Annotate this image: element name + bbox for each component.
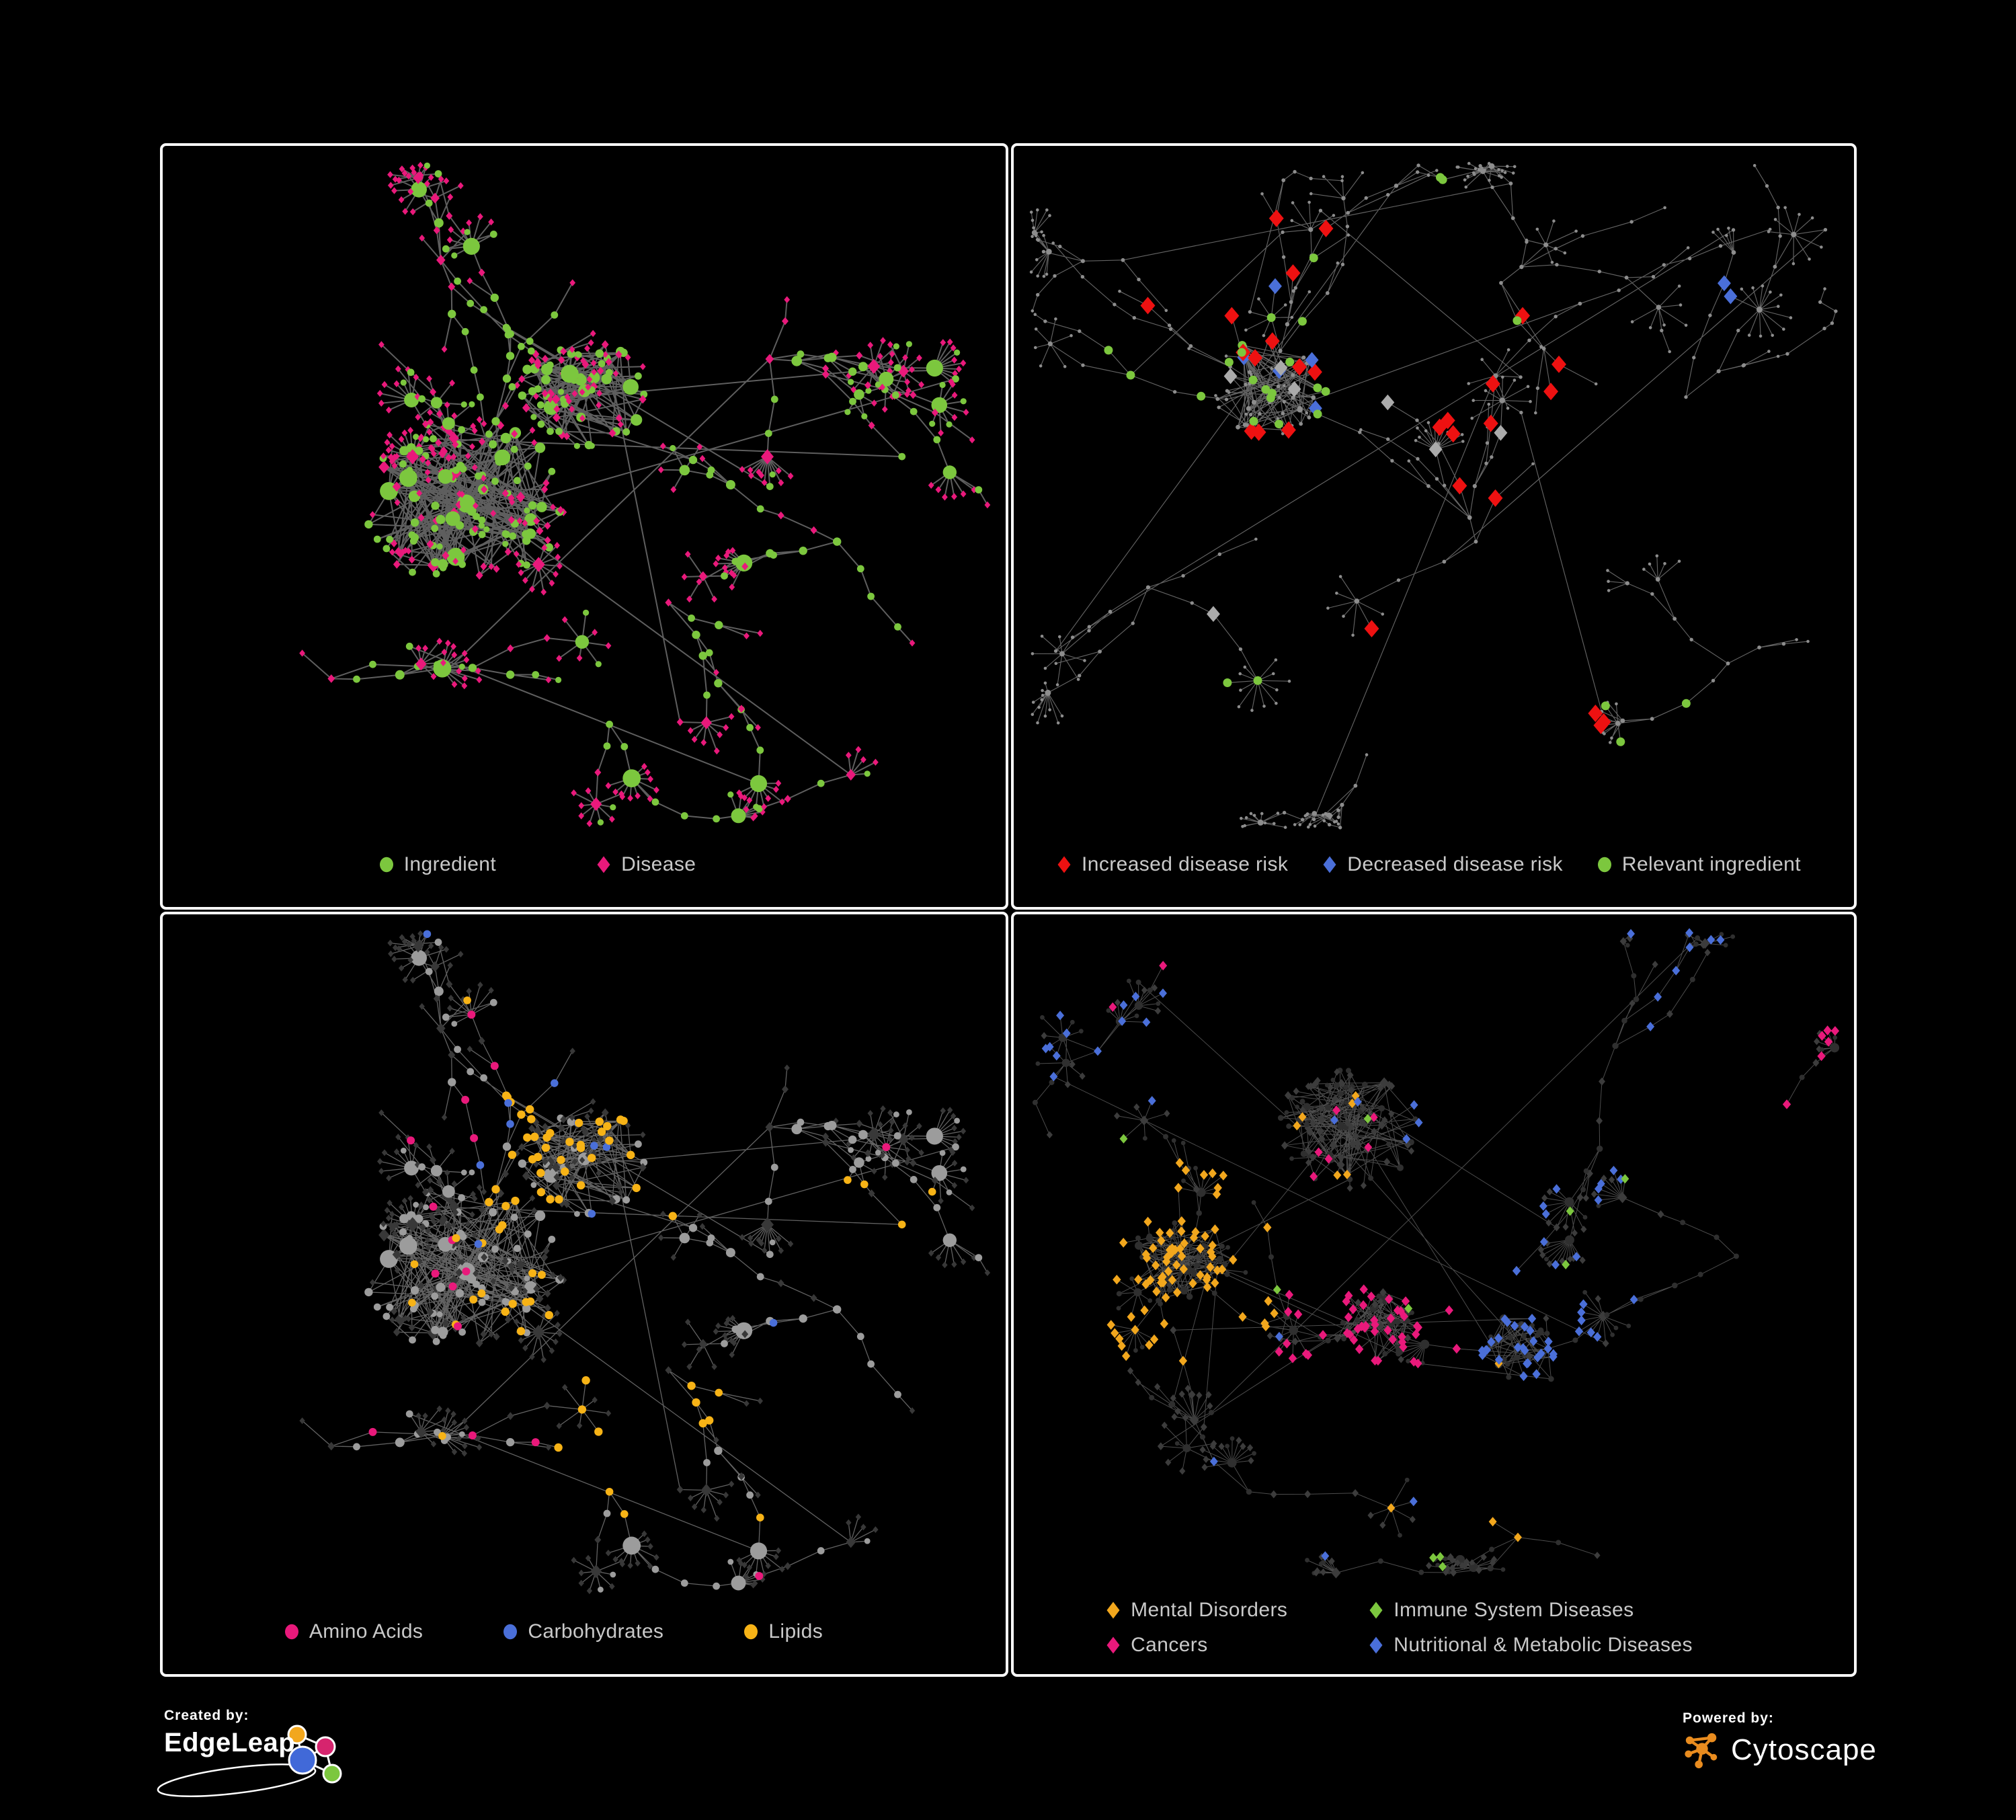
legend-label: Immune System Diseases bbox=[1394, 1599, 1634, 1621]
legend-label: Increased disease risk bbox=[1082, 853, 1289, 875]
legend-label: Nutritional & Metabolic Diseases bbox=[1394, 1634, 1693, 1656]
cytoscape-credit: Powered by: bbox=[1683, 1710, 1898, 1791]
diamond-swatch-icon bbox=[1106, 1636, 1120, 1654]
ingredient-categories-network-graph bbox=[299, 930, 991, 1595]
legend-disease-risk: Increased disease risk Decreased disease… bbox=[1008, 853, 1849, 876]
legend-item-carbohydrates: Carbohydrates bbox=[502, 1620, 663, 1643]
legend-item-decreased-risk: Decreased disease risk bbox=[1322, 853, 1563, 876]
edgeleap-node-green bbox=[322, 1764, 342, 1784]
legend-ingredient-disease: Ingredient Disease bbox=[116, 853, 959, 876]
diamond-swatch-icon bbox=[1106, 1601, 1120, 1619]
legend-ingredient-categories: Amino Acids Carbohydrates Lipids bbox=[132, 1620, 975, 1643]
legend-item-nutritional-metabolic-diseases: Nutritional & Metabolic Diseases bbox=[1368, 1634, 1693, 1657]
diamond-swatch-icon bbox=[1369, 1601, 1383, 1619]
legend-item-relevant-ingredient: Relevant ingredient bbox=[1597, 853, 1801, 876]
edgeleap-swoosh bbox=[157, 1764, 317, 1797]
circle-swatch-icon bbox=[744, 1624, 758, 1640]
diamond-swatch-icon bbox=[1323, 856, 1336, 873]
legend-item-ingredient: Ingredient bbox=[378, 853, 496, 876]
ingredient-disease-network-graph bbox=[299, 161, 991, 828]
cytoscape-logo-icon bbox=[1685, 1733, 1718, 1769]
edgeleap-logo-icon bbox=[157, 1725, 342, 1797]
legend-label: Amino Acids bbox=[309, 1620, 424, 1643]
disease-risk-network-graph bbox=[1029, 161, 1838, 830]
legend-item-immune-system-diseases: Immune System Diseases bbox=[1368, 1599, 1634, 1622]
legend-label: Lipids bbox=[768, 1620, 823, 1643]
legend-label: Disease bbox=[621, 853, 696, 875]
legend-label: Decreased disease risk bbox=[1347, 853, 1563, 875]
panel-disease-risk-network: Increased disease risk Decreased disease… bbox=[1011, 143, 1857, 910]
legend-label: Mental Disorders bbox=[1131, 1599, 1288, 1621]
legend-label: Ingredient bbox=[403, 853, 497, 875]
legend-item-mental-disorders: Mental Disorders bbox=[1105, 1599, 1287, 1622]
powered-by-label: Powered by: bbox=[1683, 1710, 1774, 1726]
diamond-swatch-icon bbox=[1369, 1636, 1383, 1654]
panel-ingredient-categories-network: Amino Acids Carbohydrates Lipids bbox=[160, 912, 1008, 1677]
legend-item-amino-acids: Amino Acids bbox=[284, 1620, 423, 1643]
panel-ingredient-disease-network: Ingredient Disease bbox=[160, 143, 1008, 910]
circle-swatch-icon bbox=[503, 1624, 518, 1640]
legend-label: Cancers bbox=[1131, 1634, 1208, 1656]
cytoscape-icon-nodes bbox=[1685, 1733, 1718, 1769]
panel-disease-categories-network: Mental Disorders Immune System Diseases … bbox=[1011, 912, 1857, 1677]
legend-item-cancers: Cancers bbox=[1105, 1634, 1208, 1657]
legend-label: Relevant ingredient bbox=[1621, 853, 1801, 875]
edgeleap-node-orange bbox=[287, 1725, 307, 1745]
circle-swatch-icon bbox=[379, 857, 393, 873]
circle-swatch-icon bbox=[284, 1624, 298, 1640]
edgeleap-node-blue bbox=[288, 1745, 317, 1775]
edgeleap-credit: Created by: EdgeLeap bbox=[157, 1708, 446, 1802]
edgeleap-node-pink bbox=[315, 1736, 336, 1757]
diamond-swatch-icon bbox=[1057, 856, 1071, 873]
circle-swatch-icon bbox=[1597, 857, 1611, 873]
legend-item-lipids: Lipids bbox=[743, 1620, 823, 1643]
legend-label: Carbohydrates bbox=[528, 1620, 664, 1643]
created-by-label: Created by: bbox=[164, 1708, 249, 1723]
legend-disease-categories: Mental Disorders Immune System Diseases … bbox=[979, 1599, 1819, 1657]
legend-item-disease: Disease bbox=[596, 853, 696, 876]
legend-item-increased-risk: Increased disease risk bbox=[1056, 853, 1288, 876]
edgeleap-wordmark: EdgeLeap bbox=[164, 1728, 296, 1757]
diamond-swatch-icon bbox=[597, 856, 610, 873]
cytoscape-wordmark: Cytoscape bbox=[1731, 1733, 1877, 1766]
disease-categories-network-graph bbox=[1032, 928, 1840, 1579]
